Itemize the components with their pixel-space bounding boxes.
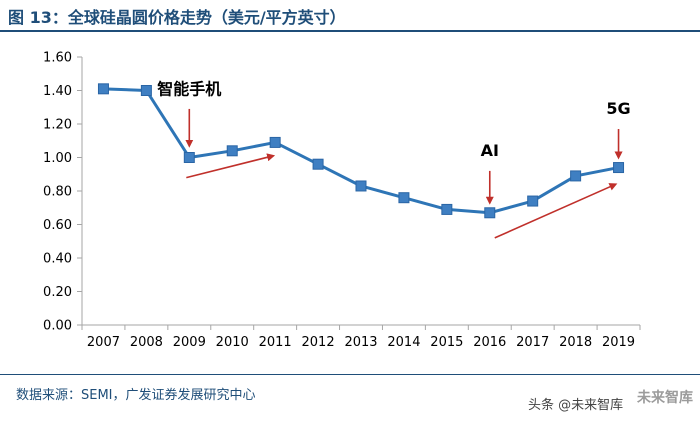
x-tick-label: 2019 bbox=[602, 335, 635, 350]
watermark-text: 头条 @未来智库 bbox=[528, 394, 623, 413]
data-point bbox=[527, 195, 539, 207]
data-point bbox=[355, 180, 367, 192]
y-tick-label: 0.00 bbox=[43, 319, 72, 334]
x-tick-label: 2009 bbox=[173, 335, 206, 350]
source-note: 数据来源：SEMI，广发证券发展研究中心 bbox=[16, 388, 256, 403]
x-tick-label: 2012 bbox=[302, 335, 335, 350]
data-point bbox=[140, 85, 152, 96]
data-point bbox=[613, 162, 625, 174]
y-tick-label: 0.40 bbox=[43, 252, 72, 267]
x-tick-label: 2007 bbox=[87, 335, 120, 350]
data-point bbox=[570, 170, 582, 182]
watermark-prefix: 头条 bbox=[528, 398, 555, 413]
y-tick-label: 0.20 bbox=[43, 285, 72, 300]
price-line-chart: 0.00 0.20 0.40 0.60 0.80 1.00 1.20 1.40 1.60 2007… bbox=[43, 51, 641, 350]
x-tick-label: 2015 bbox=[430, 335, 463, 350]
data-point bbox=[269, 136, 281, 148]
x-tick-label: 2011 bbox=[259, 335, 292, 350]
x-tick-label: 2018 bbox=[559, 335, 592, 350]
x-tick-label: 2014 bbox=[387, 335, 420, 350]
annotation-label-smartphone: 智能手机 bbox=[157, 80, 221, 99]
figure-header: 图 13：全球硅晶圆价格走势（美元/平方英寸） bbox=[0, 0, 700, 30]
trend-arrow-2009-2011 bbox=[186, 153, 276, 179]
y-tick-label: 1.20 bbox=[43, 118, 72, 133]
y-tick-label: 0.80 bbox=[43, 185, 72, 200]
data-point bbox=[312, 158, 324, 170]
y-tick-label: 0.60 bbox=[43, 218, 72, 233]
data-point bbox=[183, 152, 195, 163]
x-tick-label: 2016 bbox=[473, 335, 506, 350]
watermark-logo-text: 未来智库 bbox=[637, 390, 693, 406]
data-point bbox=[398, 192, 410, 204]
data-point bbox=[441, 203, 453, 215]
data-point bbox=[97, 83, 109, 95]
y-tick-label: 1.60 bbox=[43, 51, 72, 66]
x-tick-label: 2008 bbox=[130, 335, 163, 350]
x-tick-label: 2010 bbox=[216, 335, 249, 350]
watermark-logo: 未来智库 bbox=[577, 389, 699, 419]
data-point bbox=[226, 145, 238, 157]
figure-title: 图 13：全球硅晶圆价格走势（美元/平方英寸） bbox=[8, 8, 346, 27]
header-divider bbox=[0, 30, 700, 32]
x-tick-label: 2017 bbox=[516, 335, 549, 350]
annotation-label-ai: AI bbox=[481, 141, 499, 160]
y-tick-label: 1.40 bbox=[43, 84, 72, 99]
watermark-handle: @未来智库 bbox=[558, 398, 624, 413]
y-tick-label: 1.00 bbox=[43, 151, 72, 166]
data-point bbox=[484, 207, 496, 219]
annotation-label-5g: 5G bbox=[606, 99, 630, 118]
series-line bbox=[103, 87, 619, 215]
x-tick-label: 2013 bbox=[344, 335, 377, 350]
trend-arrow-2016-2019 bbox=[494, 183, 618, 239]
footer-divider bbox=[0, 374, 700, 375]
